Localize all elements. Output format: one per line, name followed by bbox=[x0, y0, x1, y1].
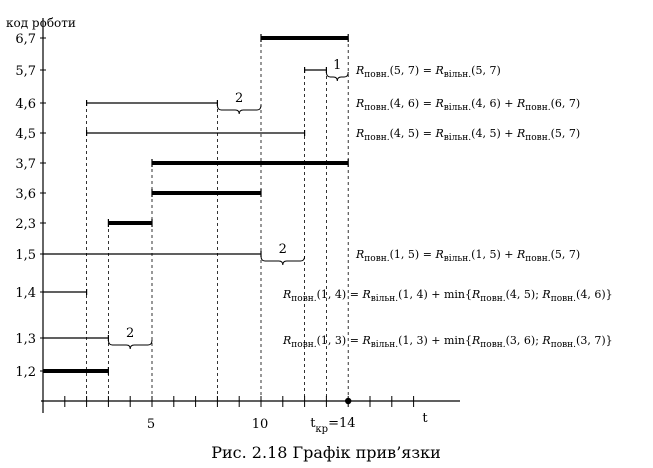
y-tick-label: 1,2 bbox=[15, 365, 36, 380]
formula-1-5: Rповн.(1, 5) = Rвільн.(1, 5) + Rповн.(5,… bbox=[355, 248, 580, 264]
slack-brace bbox=[260, 255, 306, 266]
y-tick-label: 5,7 bbox=[15, 64, 36, 79]
formulas: Rповн.(5, 7) = Rвільн.(5, 7) Rповн.(4, 6)… bbox=[282, 64, 613, 350]
y-tick-label: 3,6 bbox=[15, 187, 36, 202]
y-tick-label: 4,6 bbox=[15, 97, 36, 112]
slack-brace bbox=[216, 104, 262, 115]
axes: код роботи 6,7 5,7 4,6 4,5 3,7 3,6 2,3 1,5 1,4 1,3… bbox=[6, 16, 460, 435]
slack-braces: 1 2 2 2 bbox=[107, 58, 349, 350]
slack-brace bbox=[325, 71, 349, 82]
y-tick-label: 6,7 bbox=[15, 32, 36, 47]
y-tick-label: 3,7 bbox=[15, 157, 36, 172]
figure-caption: Рис. 2.18 Графік прив’язки bbox=[211, 443, 441, 462]
y-axis-label: код роботи bbox=[6, 16, 76, 30]
critical-time-label: tкр=14 bbox=[310, 416, 355, 435]
dashed-guides bbox=[86, 38, 349, 401]
formula-4-6: Rповн.(4, 6) = Rвільн.(4, 6) + Rповн.(6,… bbox=[355, 97, 580, 113]
slack-brace bbox=[107, 339, 153, 350]
formula-1-4: Rповн.(1, 4) = Rвільн.(1, 4) + min{Rповн… bbox=[282, 288, 613, 304]
slack-value: 2 bbox=[126, 326, 134, 341]
work-bars bbox=[43, 34, 349, 375]
slack-value: 2 bbox=[235, 91, 243, 106]
y-tick-label: 2,3 bbox=[15, 217, 36, 232]
x-tick-label: 5 bbox=[147, 417, 155, 432]
y-tick-label: 4,5 bbox=[15, 127, 36, 142]
x-tick-label: 10 bbox=[252, 417, 269, 432]
y-tick-label: 1,5 bbox=[15, 248, 36, 263]
y-tick-label: 1,3 bbox=[15, 332, 36, 347]
formula-1-3: Rповн.(1, 3) = Rвільн.(1, 3) + min{Rповн… bbox=[282, 334, 613, 350]
x-axis-label: t bbox=[422, 411, 428, 426]
slack-value: 2 bbox=[279, 242, 287, 257]
critical-time-dot bbox=[345, 397, 352, 405]
formula-4-5: Rповн.(4, 5) = Rвільн.(4, 5) + Rповн.(5,… bbox=[355, 127, 580, 143]
y-tick-label: 1,4 bbox=[15, 286, 36, 301]
slack-value: 1 bbox=[333, 58, 341, 73]
formula-5-7: Rповн.(5, 7) = Rвільн.(5, 7) bbox=[355, 64, 501, 80]
